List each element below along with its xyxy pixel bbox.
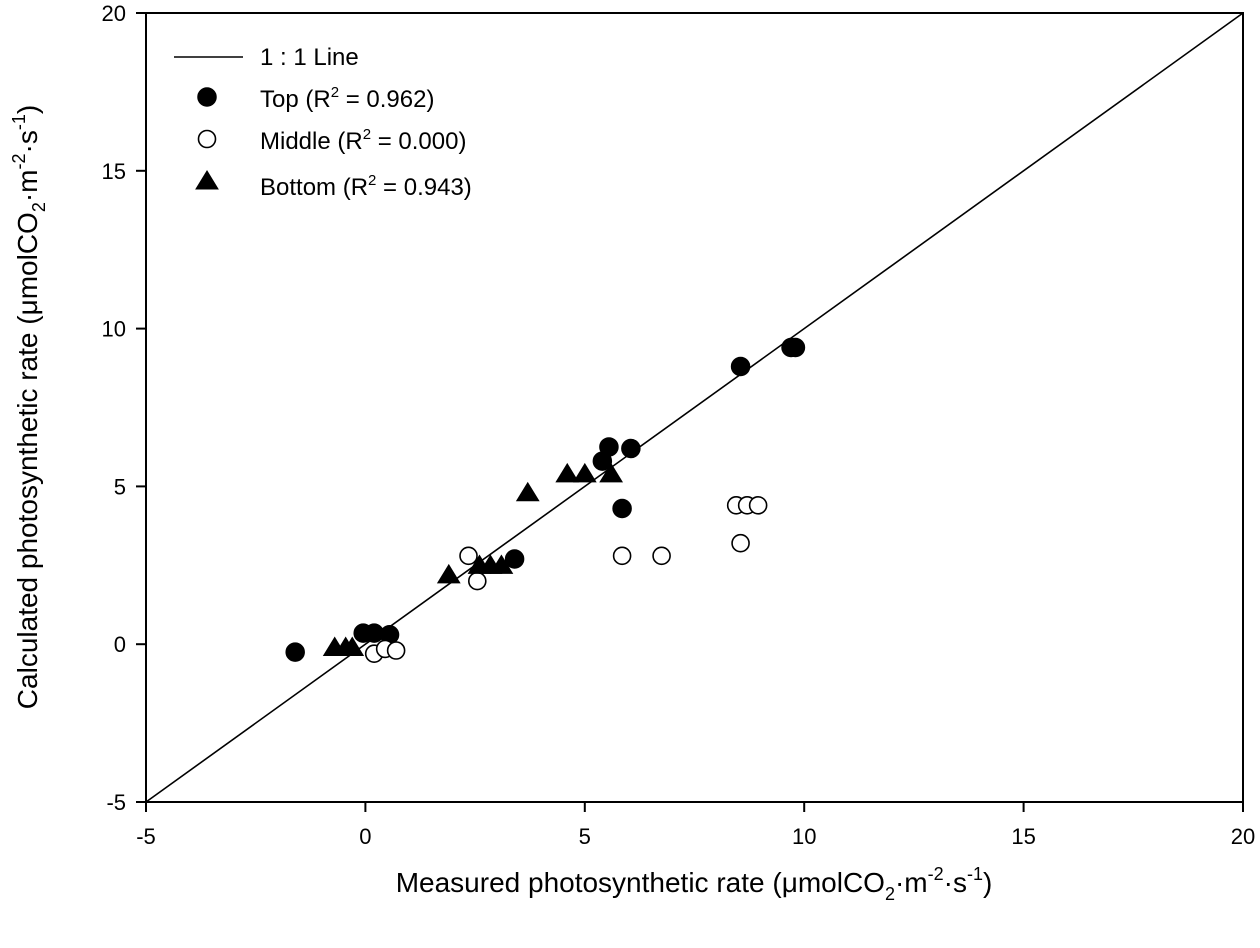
y-tick-label: 20 <box>102 1 126 26</box>
x-tick-label: -5 <box>136 824 156 849</box>
plot-frame <box>145 12 1244 803</box>
point-top <box>730 356 751 377</box>
point-bottom <box>599 462 624 483</box>
point-bottom <box>555 462 580 483</box>
point-middle <box>612 546 632 566</box>
y-tick-label: -5 <box>106 790 126 815</box>
point-top <box>599 437 619 457</box>
point-bottom <box>572 462 597 483</box>
legend: 1 : 1 Line Top (R2 = 0.962) Middle (R2 =… <box>174 44 472 201</box>
point-middle <box>459 546 478 566</box>
x-tick-label: 0 <box>359 824 371 849</box>
points-layer <box>285 337 806 663</box>
point-middle <box>386 641 406 660</box>
y-axis-label: Calculated photosynthetic rate (μmolCO2·… <box>9 105 49 709</box>
y-tick-label: 10 <box>102 317 126 342</box>
point-top <box>612 498 632 519</box>
point-bottom <box>436 563 461 584</box>
legend-label-reference-line: 1 : 1 Line <box>260 44 359 71</box>
point-bottom <box>340 636 365 656</box>
legend-label-top: Top (R2 = 0.962) <box>260 84 434 113</box>
point-middle <box>731 533 750 553</box>
legend-label-bottom: Bottom (R2 = 0.943) <box>260 172 472 201</box>
x-axis-label: Measured photosynthetic rate (μmolCO2·m-… <box>396 864 993 904</box>
legend-marker-middle <box>197 129 217 149</box>
x-tick-label: 5 <box>579 824 591 849</box>
one-to-one-line <box>145 12 1244 803</box>
x-tick-label: 15 <box>1011 824 1035 849</box>
point-middle <box>652 546 671 566</box>
point-top <box>504 549 525 569</box>
legend-marker-top <box>197 87 217 107</box>
y-tick-label: 15 <box>102 159 126 184</box>
y-tick-label: 5 <box>114 474 126 499</box>
point-middle <box>467 571 487 591</box>
point-middle <box>748 496 768 515</box>
legend-label-middle: Middle (R2 = 0.000) <box>260 126 466 155</box>
point-top <box>285 642 305 662</box>
reference-line-layer <box>145 12 1244 803</box>
point-top <box>785 337 806 358</box>
point-bottom <box>489 554 514 574</box>
point-top <box>621 438 641 459</box>
x-tick-label: 20 <box>1231 824 1255 849</box>
legend-marker-bottom <box>195 170 219 190</box>
ticks-layer: -5 0 5 10 15 20 -5 0 5 10 15 20 <box>102 1 1256 849</box>
x-tick-label: 10 <box>792 824 816 849</box>
point-bottom <box>515 481 540 502</box>
y-tick-label: 0 <box>114 632 126 657</box>
